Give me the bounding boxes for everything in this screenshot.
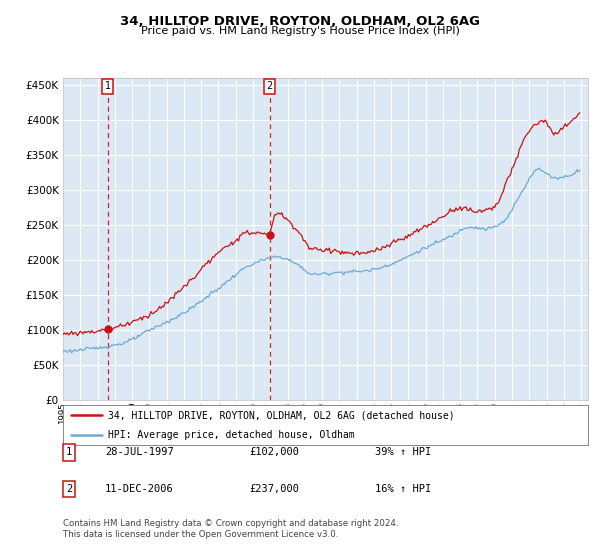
Text: 39% ↑ HPI: 39% ↑ HPI [375,447,431,458]
Text: 34, HILLTOP DRIVE, ROYTON, OLDHAM, OL2 6AG: 34, HILLTOP DRIVE, ROYTON, OLDHAM, OL2 6… [120,15,480,27]
Text: 2: 2 [266,81,272,91]
Text: 28-JUL-1997: 28-JUL-1997 [105,447,174,458]
Text: £102,000: £102,000 [249,447,299,458]
Text: 16% ↑ HPI: 16% ↑ HPI [375,484,431,494]
Text: 1: 1 [104,81,110,91]
Text: 1: 1 [66,447,72,458]
Text: Price paid vs. HM Land Registry's House Price Index (HPI): Price paid vs. HM Land Registry's House … [140,26,460,36]
Text: 11-DEC-2006: 11-DEC-2006 [105,484,174,494]
Text: Contains HM Land Registry data © Crown copyright and database right 2024.
This d: Contains HM Land Registry data © Crown c… [63,519,398,539]
Text: £237,000: £237,000 [249,484,299,494]
Text: HPI: Average price, detached house, Oldham: HPI: Average price, detached house, Oldh… [107,430,355,440]
Text: 2: 2 [66,484,72,494]
Text: 34, HILLTOP DRIVE, ROYTON, OLDHAM, OL2 6AG (detached house): 34, HILLTOP DRIVE, ROYTON, OLDHAM, OL2 6… [107,410,454,421]
